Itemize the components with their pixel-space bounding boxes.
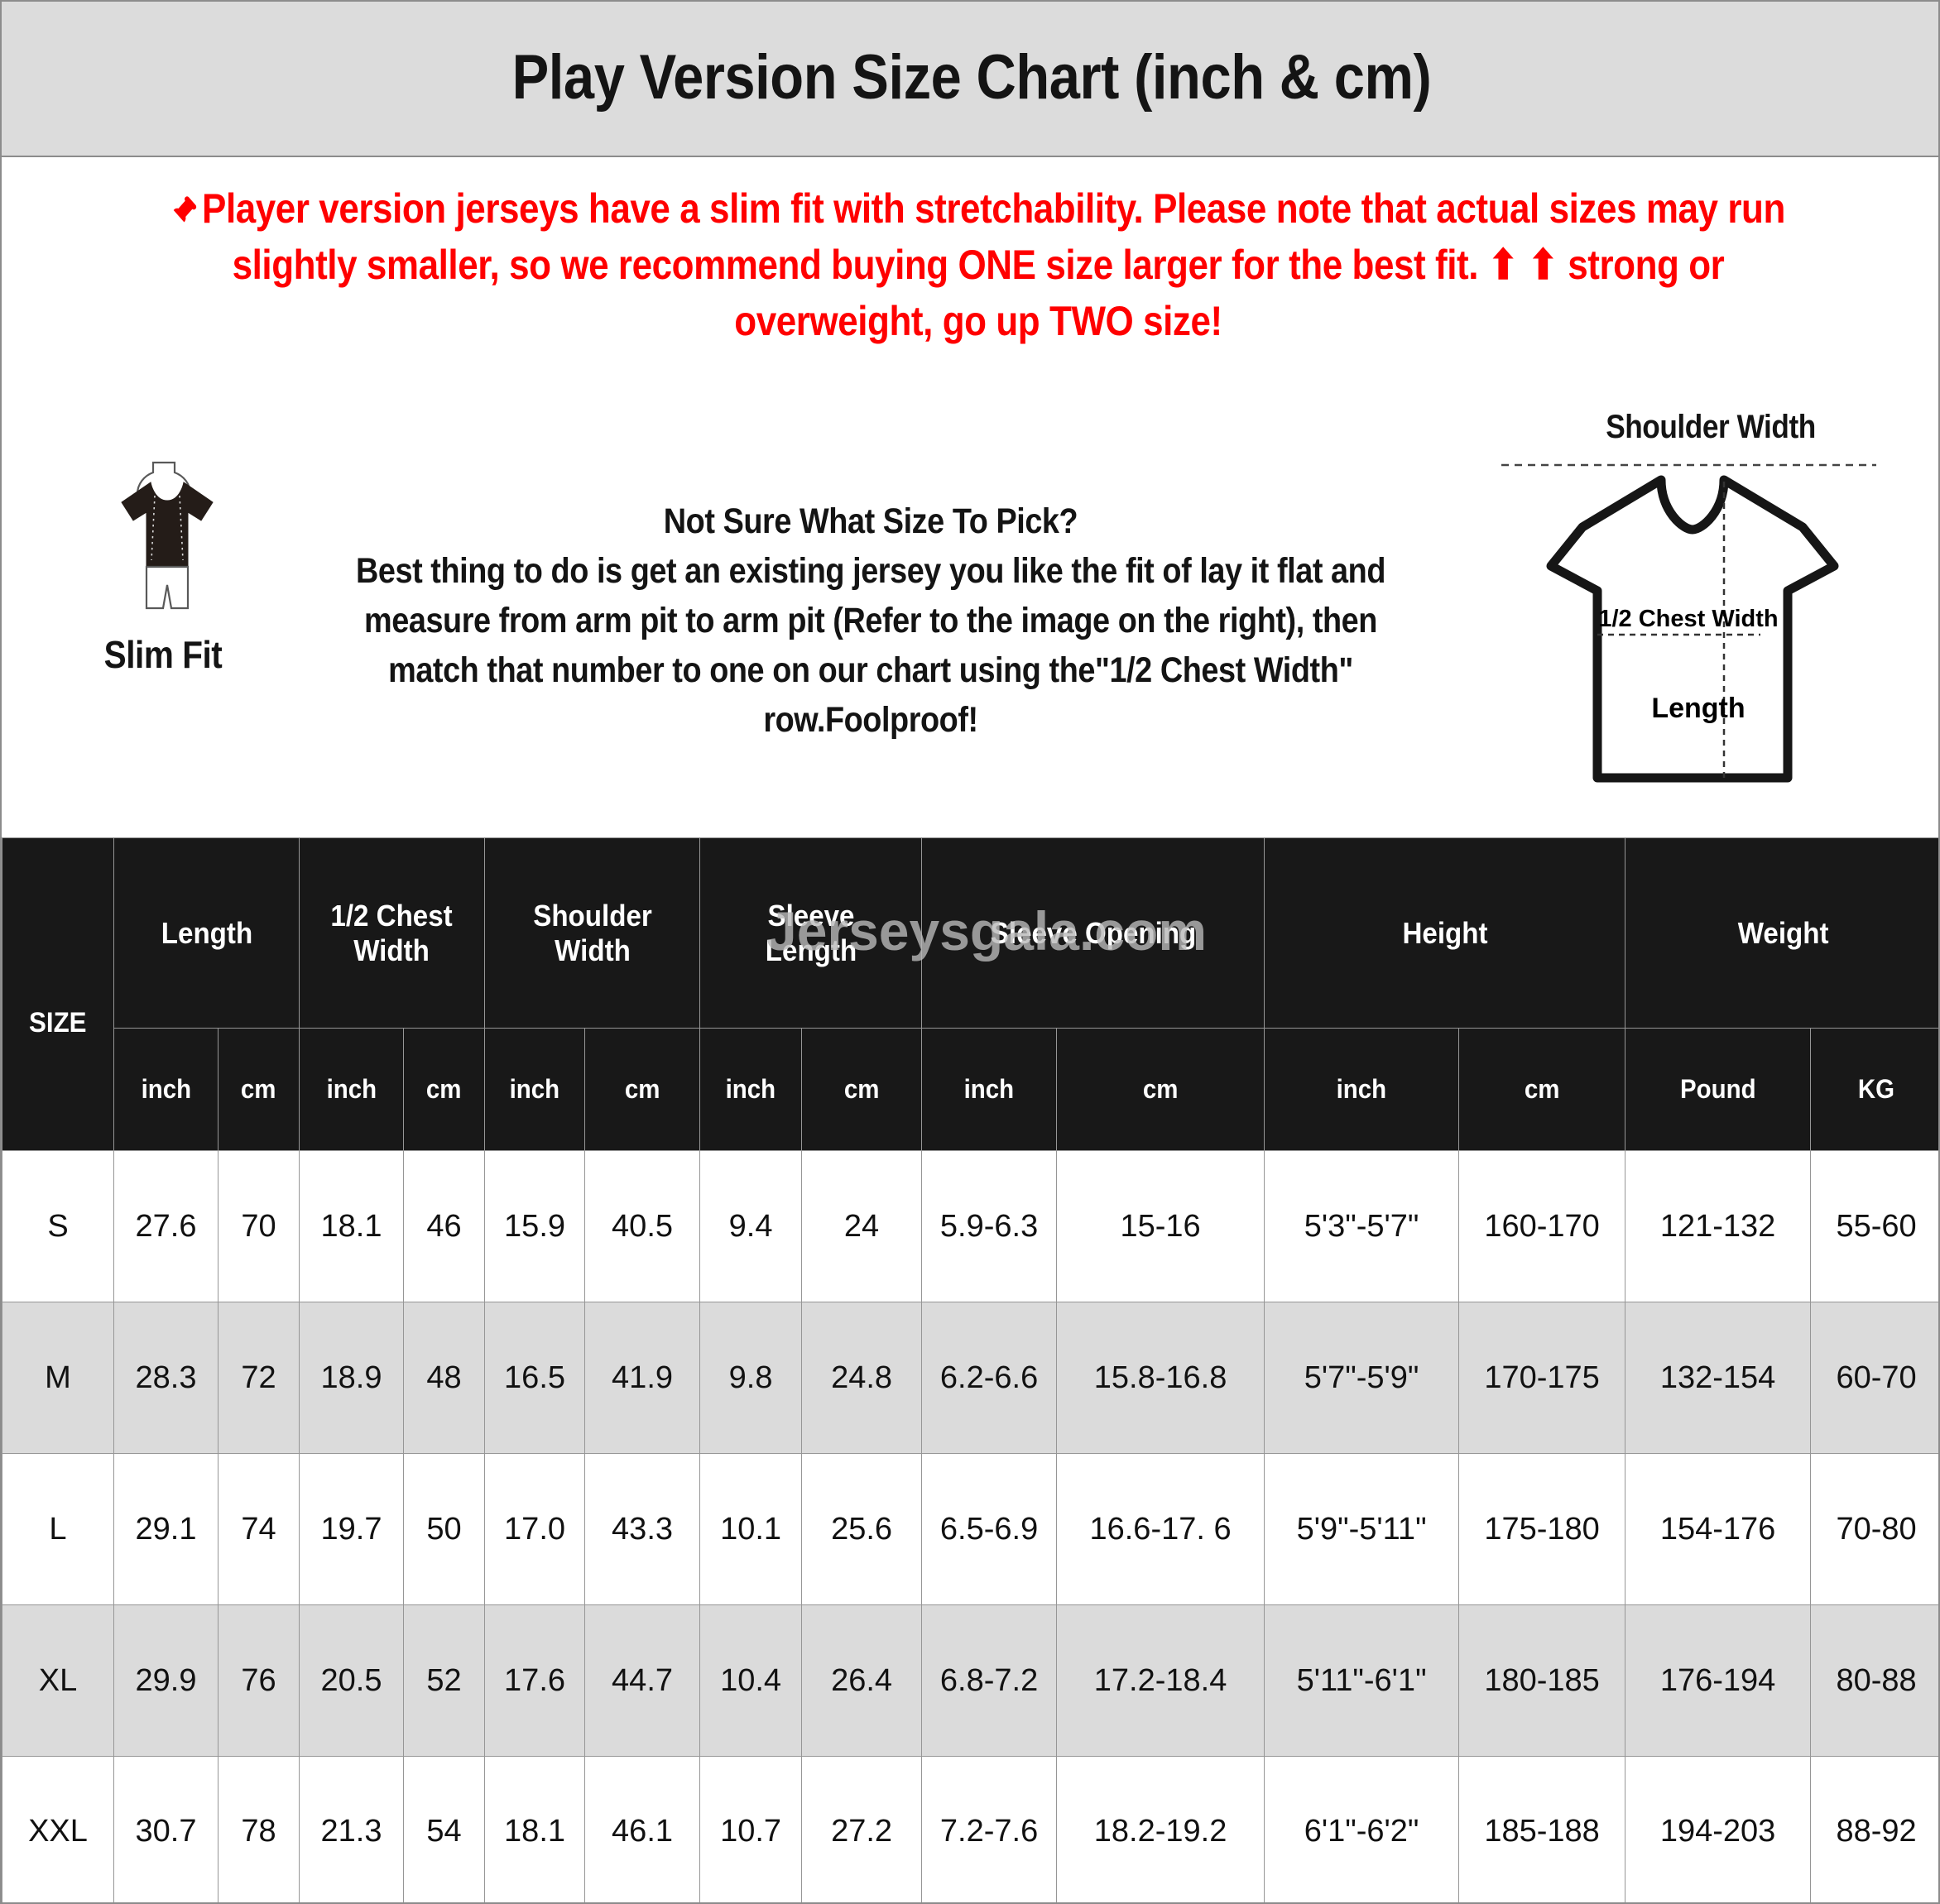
svg-text:1/2 Chest Width: 1/2 Chest Width — [1598, 606, 1778, 632]
svg-text:Length: Length — [1651, 693, 1745, 724]
